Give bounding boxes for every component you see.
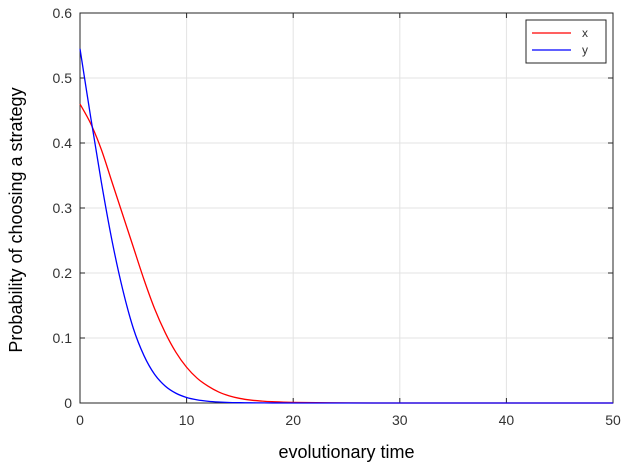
x-tick-label: 50 xyxy=(605,412,621,428)
x-tick-label: 40 xyxy=(499,412,515,428)
y-tick-label: 0.5 xyxy=(53,70,73,86)
y-tick-label: 0.4 xyxy=(53,135,73,151)
axis-ticks: 0 10 20 30 40 50 0 0.1 0.2 0.3 0.4 0.5 0.6 xyxy=(53,5,621,428)
legend-box xyxy=(525,19,607,64)
y-tick-label: 0 xyxy=(64,395,72,411)
series-lines xyxy=(79,48,613,404)
legend-label-y: y xyxy=(582,43,588,57)
legend-label-x: x xyxy=(582,26,588,40)
y-axis-title: Probability of choosing a strategy xyxy=(6,87,26,352)
series-line-y xyxy=(79,48,613,404)
x-tick-label: 10 xyxy=(179,412,195,428)
y-tick-label: 0.6 xyxy=(53,5,73,21)
y-tick-label: 0.1 xyxy=(53,330,73,346)
x-tick-label: 0 xyxy=(76,412,84,428)
y-tick-label: 0.3 xyxy=(53,200,73,216)
x-tick-label: 20 xyxy=(285,412,301,428)
x-axis-title: evolutionary time xyxy=(278,442,414,462)
x-tick-label: 30 xyxy=(392,412,408,428)
y-tick-label: 0.2 xyxy=(53,265,73,281)
legend: xy xyxy=(525,19,607,64)
